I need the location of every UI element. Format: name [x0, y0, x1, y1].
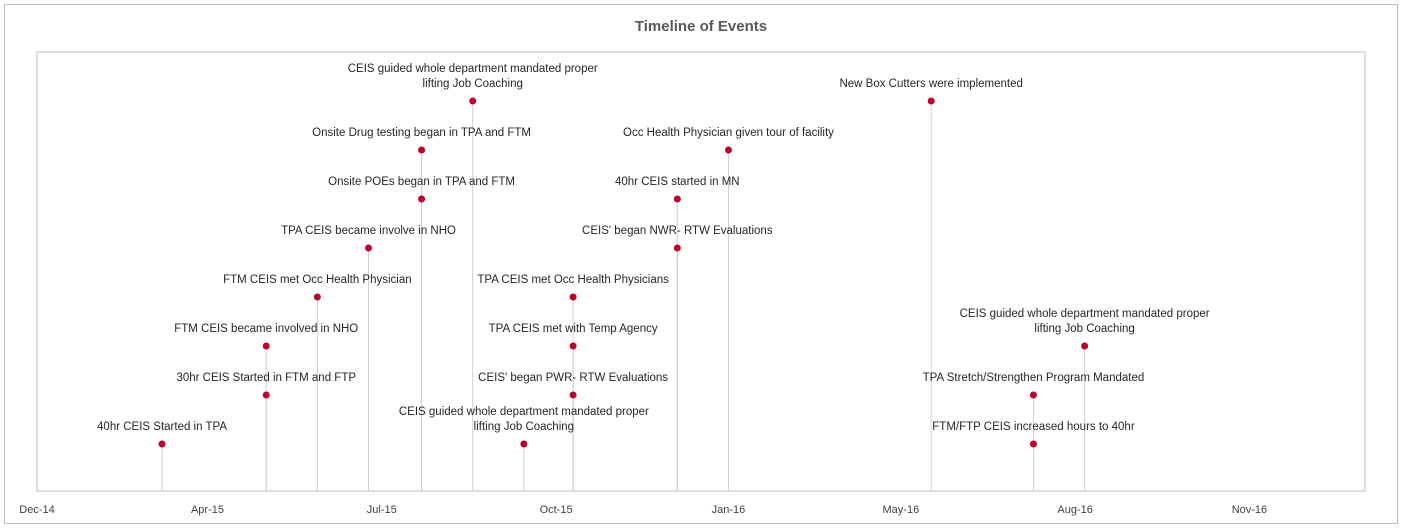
chart-title: Timeline of Events — [635, 18, 767, 35]
event-label: lifting Job Coaching — [423, 78, 523, 90]
event-marker — [724, 146, 732, 154]
event-label: FTM CEIS became involved in NHO — [174, 323, 358, 335]
event-label: Occ Health Physician given tour of facil… — [623, 127, 834, 139]
event-marker — [469, 97, 477, 105]
x-tick-label: Jul-15 — [367, 504, 397, 516]
event-labels: 40hr CEIS Started in TPA 30hr CEIS Starte… — [97, 63, 1210, 433]
event-marker — [520, 440, 528, 448]
event-marker — [569, 391, 577, 399]
x-tick-label: Jan-16 — [712, 504, 746, 516]
event-marker — [673, 244, 681, 252]
chart-frame: Timeline of Events 40hr CEIS Started in … — [4, 4, 1398, 524]
event-marker — [673, 195, 681, 203]
timeline-chart: Timeline of Events 40hr CEIS Started in … — [19, 18, 1366, 516]
event-label: CEIS guided whole department mandated pr… — [960, 308, 1210, 320]
event-label: TPA CEIS met with Temp Agency — [489, 323, 658, 335]
x-tick-label: Nov-16 — [1232, 504, 1267, 516]
event-marker — [927, 97, 935, 105]
event-label: CEIS' began PWR- RTW Evaluations — [478, 372, 668, 384]
event-marker — [262, 391, 270, 399]
event-marker — [365, 244, 373, 252]
event-marker — [262, 342, 270, 350]
x-axis-ticks: Dec-14 Apr-15 Jul-15 Oct-15 Jan-16 May-16 Aug-… — [19, 504, 1267, 516]
x-tick-label: May-16 — [883, 504, 920, 516]
x-tick-label: Apr-15 — [191, 504, 224, 516]
event-marker — [158, 440, 166, 448]
event-label: lifting Job Coaching — [474, 421, 574, 433]
event-marker — [418, 146, 426, 154]
plot-area — [36, 51, 1366, 492]
event-label: FTM/FTP CEIS increased hours to 40hr — [932, 421, 1135, 433]
event-marker — [1029, 391, 1037, 399]
event-label: Onsite Drug testing began in TPA and FTM — [312, 127, 531, 139]
event-marker — [313, 293, 321, 301]
event-label: Onsite POEs began in TPA and FTM — [328, 176, 515, 188]
event-label: CEIS' began NWR- RTW Evaluations — [582, 225, 773, 237]
event-label: 40hr CEIS started in MN — [615, 176, 740, 188]
event-label: CEIS guided whole department mandated pr… — [348, 63, 598, 75]
event-label: 30hr CEIS Started in FTM and FTP — [176, 372, 356, 384]
event-label: TPA CEIS became involve in NHO — [281, 225, 456, 237]
event-marker — [1081, 342, 1089, 350]
event-marker — [1029, 440, 1037, 448]
event-marker — [569, 293, 577, 301]
event-label: TPA CEIS met Occ Health Physicians — [477, 274, 669, 286]
event-label: FTM CEIS met Occ Health Physician — [223, 274, 412, 286]
event-marker — [418, 195, 426, 203]
x-tick-label: Aug-16 — [1057, 504, 1092, 516]
event-label: lifting Job Coaching — [1034, 323, 1134, 335]
x-tick-label: Dec-14 — [19, 504, 54, 516]
event-label: CEIS guided whole department mandated pr… — [399, 406, 649, 418]
event-label: 40hr CEIS Started in TPA — [97, 421, 227, 433]
event-markers — [158, 97, 1089, 448]
event-marker — [569, 342, 577, 350]
event-label: New Box Cutters were implemented — [839, 78, 1022, 90]
x-tick-label: Oct-15 — [540, 504, 573, 516]
event-label: TPA Stretch/Strengthen Program Mandated — [923, 372, 1145, 384]
